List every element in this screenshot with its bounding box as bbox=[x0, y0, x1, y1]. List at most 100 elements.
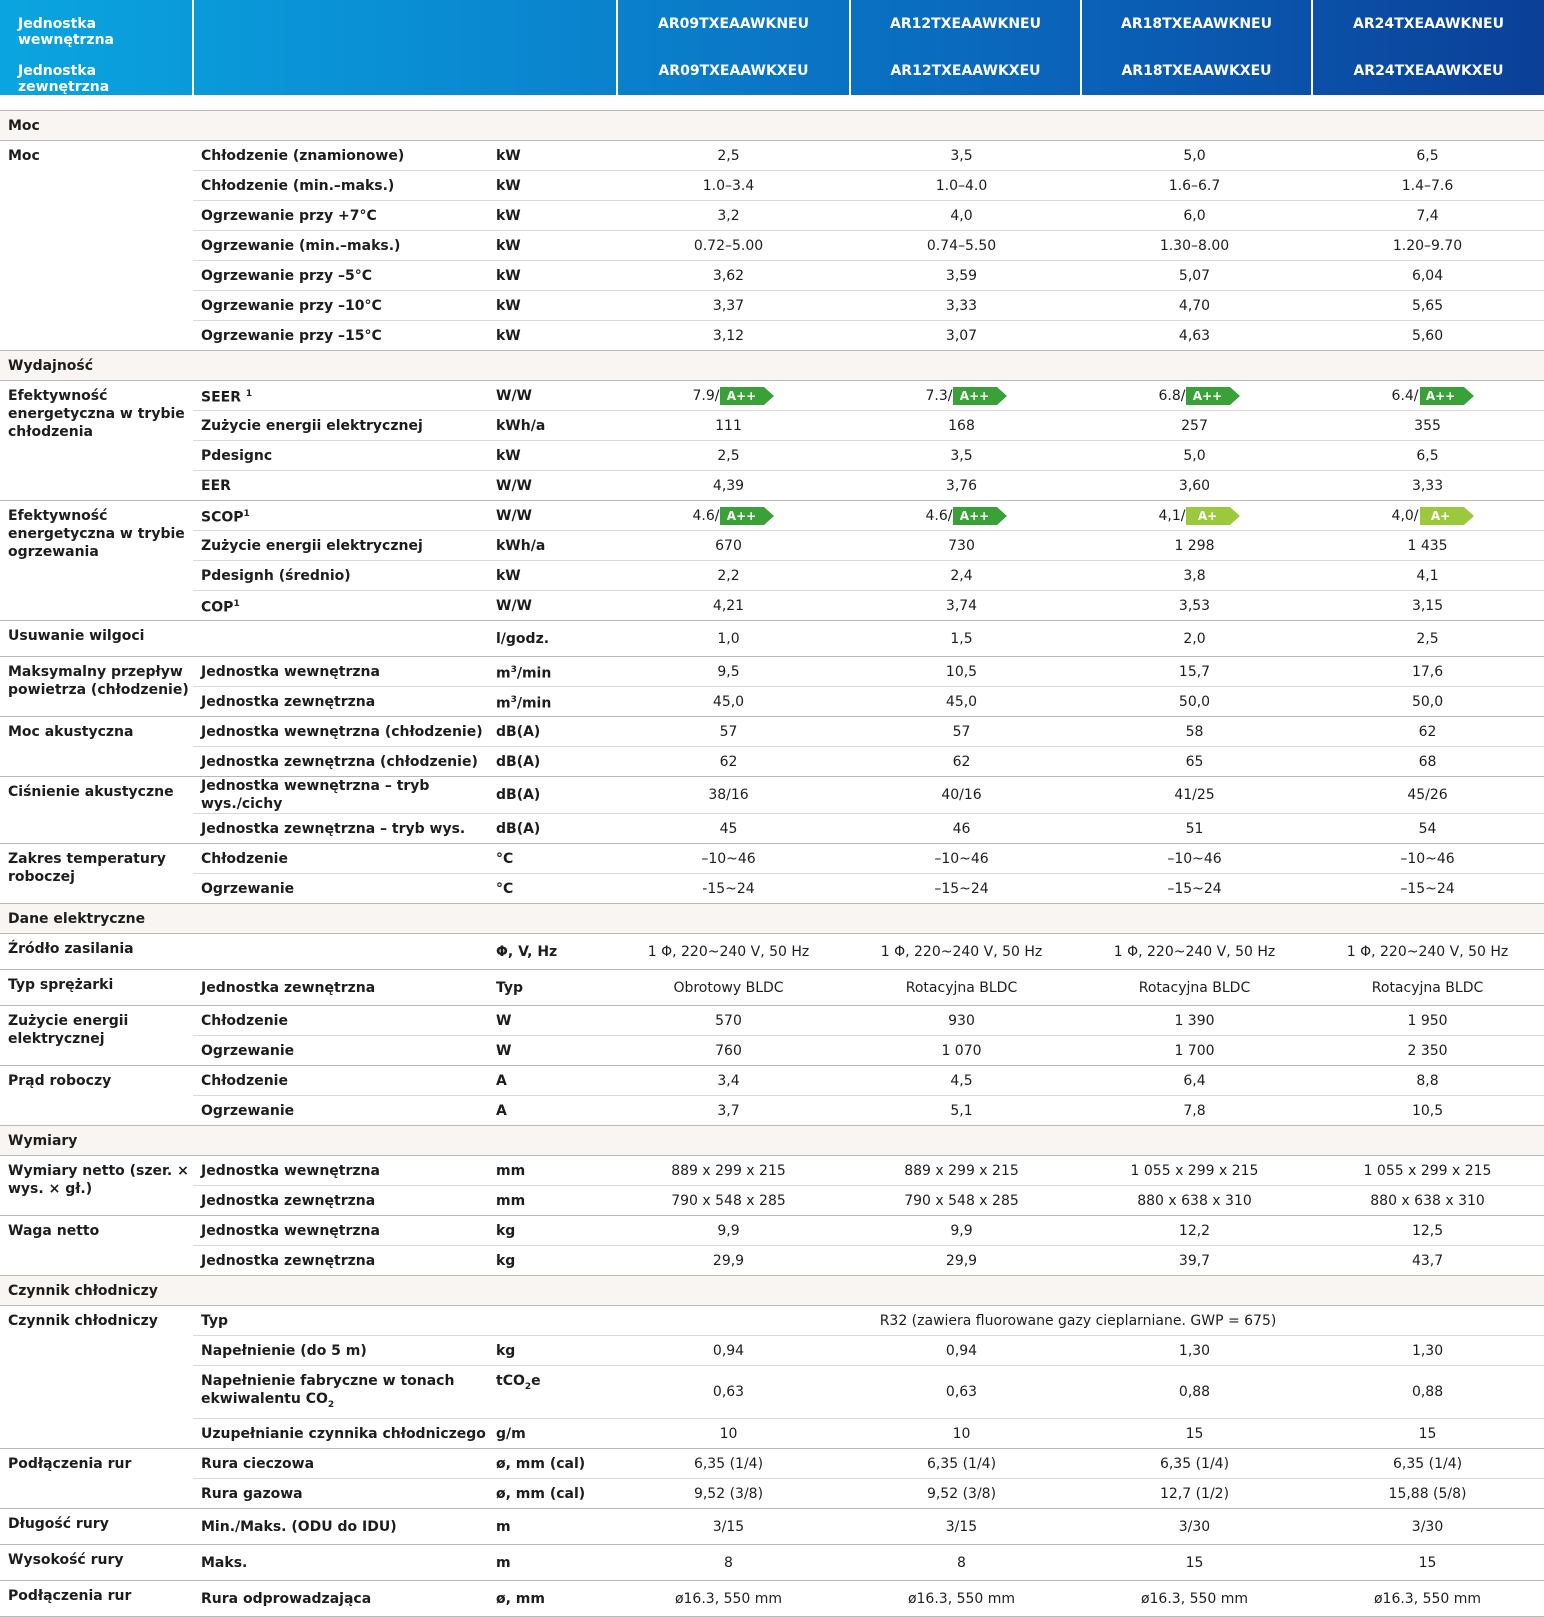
cell-value: –15~24 bbox=[1078, 873, 1311, 904]
table-row: EER W/W 4,39 3,76 3,60 3,33 bbox=[0, 470, 1544, 501]
cell-value: 4,70 bbox=[1078, 290, 1311, 321]
row-label: Ogrzewanie przy –5°C bbox=[193, 260, 488, 291]
cell-value: 1,5 bbox=[845, 620, 1078, 657]
table-row: Wysokość rury Maks. m 8 8 15 15 bbox=[0, 1544, 1544, 1581]
row-label: Rura odprowadzająca bbox=[193, 1580, 488, 1617]
row-unit: Typ bbox=[488, 969, 612, 1006]
unit-text: m bbox=[496, 665, 511, 682]
cell-value: 111 bbox=[612, 410, 845, 441]
cell-value: 5,0 bbox=[1078, 140, 1311, 171]
header-indoor-label: Jednostka wewnętrzna bbox=[18, 16, 114, 48]
row-label: Min./Maks. (ODU do IDU) bbox=[193, 1508, 488, 1545]
footnote-mark: 1 bbox=[245, 388, 253, 399]
table-row: Źródło zasilania Φ, V, Hz 1 Φ, 220~240 V… bbox=[0, 933, 1544, 970]
cell-value: 1,30 bbox=[1078, 1335, 1311, 1366]
table-row: Waga netto Jednostka wewnętrzna kg 9,9 9… bbox=[0, 1215, 1544, 1276]
cell-value: 6,35 (1/4) bbox=[1078, 1448, 1311, 1479]
cell-value: 355 bbox=[1311, 410, 1544, 441]
cell-value: 6,35 (1/4) bbox=[612, 1448, 845, 1479]
table-row: Moc akustyczna Jednostka wewnętrzna (chł… bbox=[0, 716, 1544, 777]
spec-table: Moc Moc Chłodzenie (znamionowe) kW 2,5 3… bbox=[0, 110, 1544, 1617]
row-label-text: SCOP bbox=[201, 509, 244, 526]
energy-class-badge: A++ bbox=[1419, 386, 1474, 405]
cell-value: 7,8 bbox=[1078, 1095, 1311, 1126]
energy-class-badge: A++ bbox=[1186, 386, 1241, 405]
table-row: Jednostka zewnętrzna – tryb wys. dB(A) 4… bbox=[0, 813, 1544, 844]
cell-value: Obrotowy BLDC bbox=[612, 969, 845, 1006]
energy-class-badge: A++ bbox=[720, 506, 775, 525]
table-row: Pdesignc kW 2,5 3,5 5,0 6,5 bbox=[0, 440, 1544, 471]
row-unit: mm bbox=[488, 1155, 612, 1186]
cell-value: 1 Φ, 220~240 V, 50 Hz bbox=[1078, 933, 1311, 970]
row-group-name: Efektywność energetyczna w trybie ogrzew… bbox=[0, 500, 193, 621]
unit-text: m bbox=[496, 695, 511, 712]
row-group-name: Usuwanie wilgoci bbox=[0, 620, 193, 657]
cell-value: 2,5 bbox=[612, 440, 845, 471]
row-group-name: Wymiary netto (szer. × wys. × gł.) bbox=[0, 1155, 193, 1216]
row-label: Ogrzewanie przy –15°C bbox=[193, 320, 488, 351]
cell-value: 570 bbox=[612, 1005, 845, 1036]
header-model-4: AR24TXEAAWKNEU AR24TXEAAWKXEU bbox=[1313, 0, 1544, 95]
cell-value: 3,37 bbox=[612, 290, 845, 321]
table-row: Jednostka zewnętrzna mm 790 x 548 x 285 … bbox=[0, 1185, 1544, 1216]
table-row: Podłączenia rur Rura cieczowa ø, mm (cal… bbox=[0, 1448, 1544, 1509]
cell-value: 50,0 bbox=[1311, 686, 1544, 717]
row-unit: ø, mm (cal) bbox=[488, 1478, 612, 1509]
cell-value: 6,4 bbox=[1078, 1065, 1311, 1096]
row-unit: kW bbox=[488, 200, 612, 231]
cell-value: 3,4 bbox=[612, 1065, 845, 1096]
unit-sup: 3 bbox=[510, 694, 517, 705]
cell-value: 2 350 bbox=[1311, 1035, 1544, 1066]
row-label: Jednostka zewnętrzna bbox=[193, 1185, 488, 1216]
row-label: Jednostka zewnętrzna (chłodzenie) bbox=[193, 746, 488, 777]
row-label: EER bbox=[193, 470, 488, 501]
cell-rating: 4.6/A++ bbox=[845, 500, 1078, 531]
energy-class-badge: A++ bbox=[720, 386, 775, 405]
cell-value: 9,52 (3/8) bbox=[845, 1478, 1078, 1509]
cell-value: Rotacyjna BLDC bbox=[845, 969, 1078, 1006]
row-group-name: Zużycie energii elektrycznej bbox=[0, 1005, 193, 1066]
cell-value: 45,0 bbox=[612, 686, 845, 717]
cell-value: 1.0–4.0 bbox=[845, 170, 1078, 201]
cell-value: –10~46 bbox=[1311, 843, 1544, 874]
cell-rating: 7.3/A++ bbox=[845, 380, 1078, 411]
cell-value: 3,33 bbox=[1311, 470, 1544, 501]
row-unit: °C bbox=[488, 843, 612, 874]
cell-value: 3,62 bbox=[612, 260, 845, 291]
cell-value: 15,7 bbox=[1078, 656, 1311, 687]
row-label: Ogrzewanie bbox=[193, 1035, 488, 1066]
unit-sup: 3 bbox=[510, 664, 517, 675]
unit-text: tCO bbox=[496, 1373, 525, 1389]
cell-value: ø16.3, 550 mm bbox=[1311, 1580, 1544, 1617]
cell-value: 0.72–5.00 bbox=[612, 230, 845, 261]
row-unit: dB(A) bbox=[488, 776, 612, 814]
subscript: 2 bbox=[327, 1399, 335, 1410]
row-unit: A bbox=[488, 1065, 612, 1096]
table-row: Jednostka zewnętrzna kg 29,9 29,9 39,7 4… bbox=[0, 1245, 1544, 1276]
table-row: Zakres temperatury roboczej Chłodzenie °… bbox=[0, 843, 1544, 904]
cell-value: 6,04 bbox=[1311, 260, 1544, 291]
cell-value: 730 bbox=[845, 530, 1078, 561]
table-row: Prąd roboczy Chłodzenie A 3,4 4,5 6,4 8,… bbox=[0, 1065, 1544, 1126]
row-label: Maks. bbox=[193, 1544, 488, 1581]
row-label: Napełnienie fabryczne w tonach ekwiwalen… bbox=[193, 1365, 488, 1419]
cell-value: 15,88 (5/8) bbox=[1311, 1478, 1544, 1509]
table-row: Pdesignh (średnio) kW 2,2 2,4 3,8 4,1 bbox=[0, 560, 1544, 591]
row-unit: W bbox=[488, 1005, 612, 1036]
row-group-name: Moc akustyczna bbox=[0, 716, 193, 777]
cell-value: 2,4 bbox=[845, 560, 1078, 591]
cell-value: 45 bbox=[612, 813, 845, 844]
cell-value: 3,74 bbox=[845, 590, 1078, 621]
table-row: Usuwanie wilgoci l/godz. 1,0 1,5 2,0 2,5 bbox=[0, 620, 1544, 657]
cell-value: 1 Φ, 220~240 V, 50 Hz bbox=[1311, 933, 1544, 970]
cell-value: 38/16 bbox=[612, 776, 845, 814]
table-row: Zużycie energii elektrycznej Chłodzenie … bbox=[0, 1005, 1544, 1066]
row-label: Jednostka zewnętrzna bbox=[193, 969, 488, 1006]
cell-value: 29,9 bbox=[845, 1245, 1078, 1276]
row-unit: Φ, V, Hz bbox=[488, 933, 612, 970]
row-label: Chłodzenie bbox=[193, 1065, 488, 1096]
cell-value: 889 x 299 x 215 bbox=[845, 1155, 1078, 1186]
cell-value: Rotacyjna BLDC bbox=[1311, 969, 1544, 1006]
row-label: COP1 bbox=[193, 590, 488, 621]
cell-value: 5,1 bbox=[845, 1095, 1078, 1126]
